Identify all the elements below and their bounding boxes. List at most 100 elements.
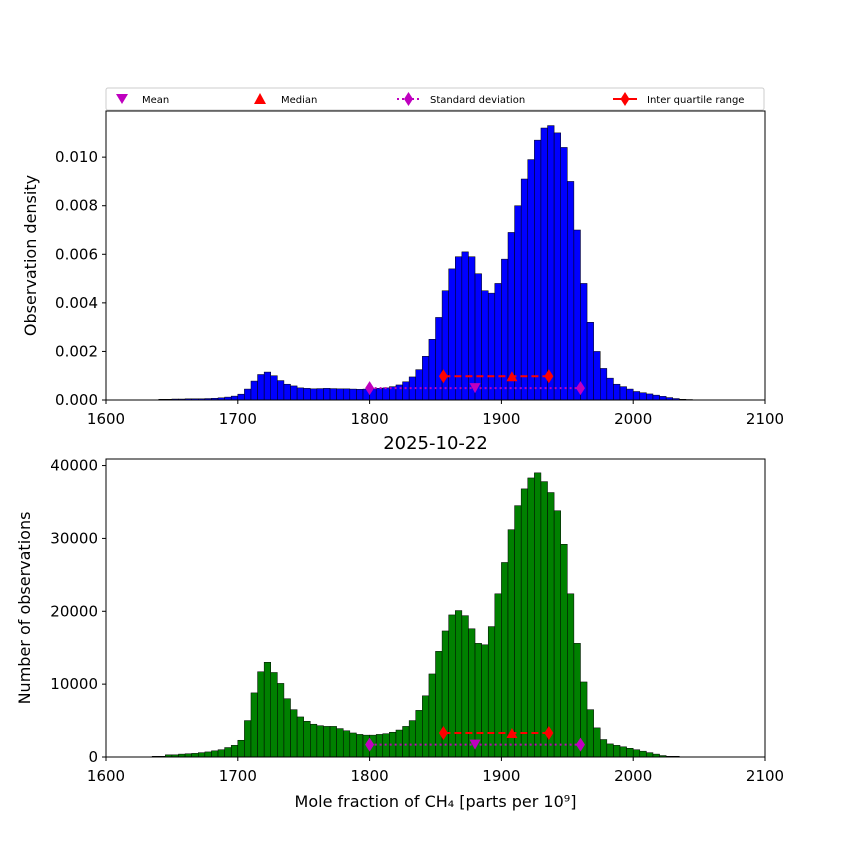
density-bar [487, 292, 496, 401]
count-bar [303, 721, 311, 758]
count-y-ticks: 0 10000 20000 30000 40000 [50, 457, 106, 766]
count-bar [435, 651, 443, 758]
density-bar [514, 205, 522, 401]
count-bar [455, 610, 463, 758]
legend-mean-marker [116, 94, 128, 104]
count-histogram-chart: 2025-10-22 1600 1700 1800 1900 2000 2100 0 100… [15, 433, 784, 811]
count-bar [191, 753, 199, 758]
count-bar [257, 671, 265, 758]
count-bar [296, 716, 304, 758]
density-bar [316, 388, 324, 401]
density-bar [455, 256, 463, 401]
count-bar [547, 492, 555, 758]
count-median-marker [506, 727, 518, 738]
count-bar [593, 727, 601, 758]
density-bar [547, 125, 555, 401]
count-statistics-overlay [365, 725, 585, 752]
density-bar [402, 381, 410, 401]
count-bar [310, 723, 318, 758]
count-std-marker-0 [365, 737, 375, 752]
density-bar [520, 178, 529, 401]
count-iqr-marker-1 [544, 725, 554, 740]
count-bar [501, 562, 509, 758]
density-y-ticks: 0.000 0.002 0.004 0.006 0.008 0.010 [55, 148, 106, 409]
density-bar [237, 393, 245, 401]
density-bar [422, 356, 430, 401]
count-bar [422, 695, 430, 758]
legend-median-marker [254, 93, 266, 104]
density-bar [468, 256, 476, 401]
count-mean-marker [469, 739, 481, 750]
count-bar [448, 614, 456, 758]
density-std-marker-0 [365, 381, 375, 396]
count-std-marker-1 [575, 737, 585, 752]
count-bar [567, 593, 575, 758]
density-y-tick-label: 0.010 [55, 148, 98, 166]
count-bar [198, 752, 206, 758]
density-x-tick-label: 1700 [219, 410, 257, 428]
density-bar [329, 388, 337, 401]
density-bar [494, 283, 502, 401]
density-bar [606, 377, 614, 401]
density-bar [593, 351, 601, 401]
density-bar [283, 383, 291, 401]
density-bar [600, 368, 608, 401]
density-std-marker-1 [575, 381, 585, 396]
density-bar [336, 388, 344, 401]
density-x-tick-label: 2100 [746, 410, 784, 428]
count-bar [534, 472, 542, 758]
count-bar [639, 750, 647, 758]
count-bar [586, 709, 594, 758]
density-bar [303, 388, 311, 401]
density-bar [534, 139, 542, 401]
density-y-axis-label: Observation density [21, 175, 40, 336]
density-bar [270, 375, 278, 401]
density-x-tick-label: 2000 [614, 410, 652, 428]
count-bar [336, 728, 344, 758]
count-bar [204, 751, 212, 758]
legend-iqr-marker [620, 92, 630, 106]
count-x-tick-label: 1600 [87, 767, 125, 785]
density-iqr-marker-0 [438, 369, 448, 384]
count-bar [514, 505, 522, 758]
density-x-tick-label: 1900 [482, 410, 520, 428]
density-bar [250, 380, 258, 401]
count-bar [415, 710, 423, 758]
density-bar [356, 389, 364, 401]
density-statistics-overlay [365, 369, 585, 396]
count-plot-frame [105, 458, 766, 758]
legend-item-median: Median [254, 93, 317, 106]
density-bar [382, 387, 390, 401]
density-histogram-chart: 1600 1700 1800 1900 2000 2100 0.000 0.002 0.004… [21, 110, 784, 428]
count-bar [375, 734, 384, 758]
density-bar [263, 371, 272, 401]
density-bar [567, 181, 575, 401]
count-bar [520, 488, 529, 758]
count-bar [468, 628, 476, 758]
density-bar [342, 388, 351, 401]
count-y-axis-label: Number of observations [15, 512, 34, 705]
density-bar [257, 374, 265, 401]
density-bar [646, 393, 654, 401]
density-bar [428, 339, 436, 401]
count-bar [323, 726, 331, 758]
density-x-tick-label: 1800 [351, 410, 389, 428]
density-median-marker [506, 371, 518, 382]
density-bar [448, 268, 456, 401]
count-bar [481, 644, 489, 758]
density-bar [573, 229, 581, 401]
count-bar [560, 544, 568, 758]
density-plot-frame [105, 110, 766, 401]
count-bars [151, 472, 680, 758]
density-bar [230, 395, 239, 401]
density-mean-marker [469, 383, 481, 394]
legend-median-label: Median [281, 95, 317, 106]
count-bar [553, 510, 561, 758]
count-x-tick-label: 1700 [219, 767, 257, 785]
density-bar [323, 388, 331, 401]
count-chart-title: 2025-10-22 [383, 433, 488, 454]
density-bar [277, 380, 285, 401]
count-bar [613, 745, 621, 758]
count-y-tick-label: 40000 [50, 457, 98, 475]
